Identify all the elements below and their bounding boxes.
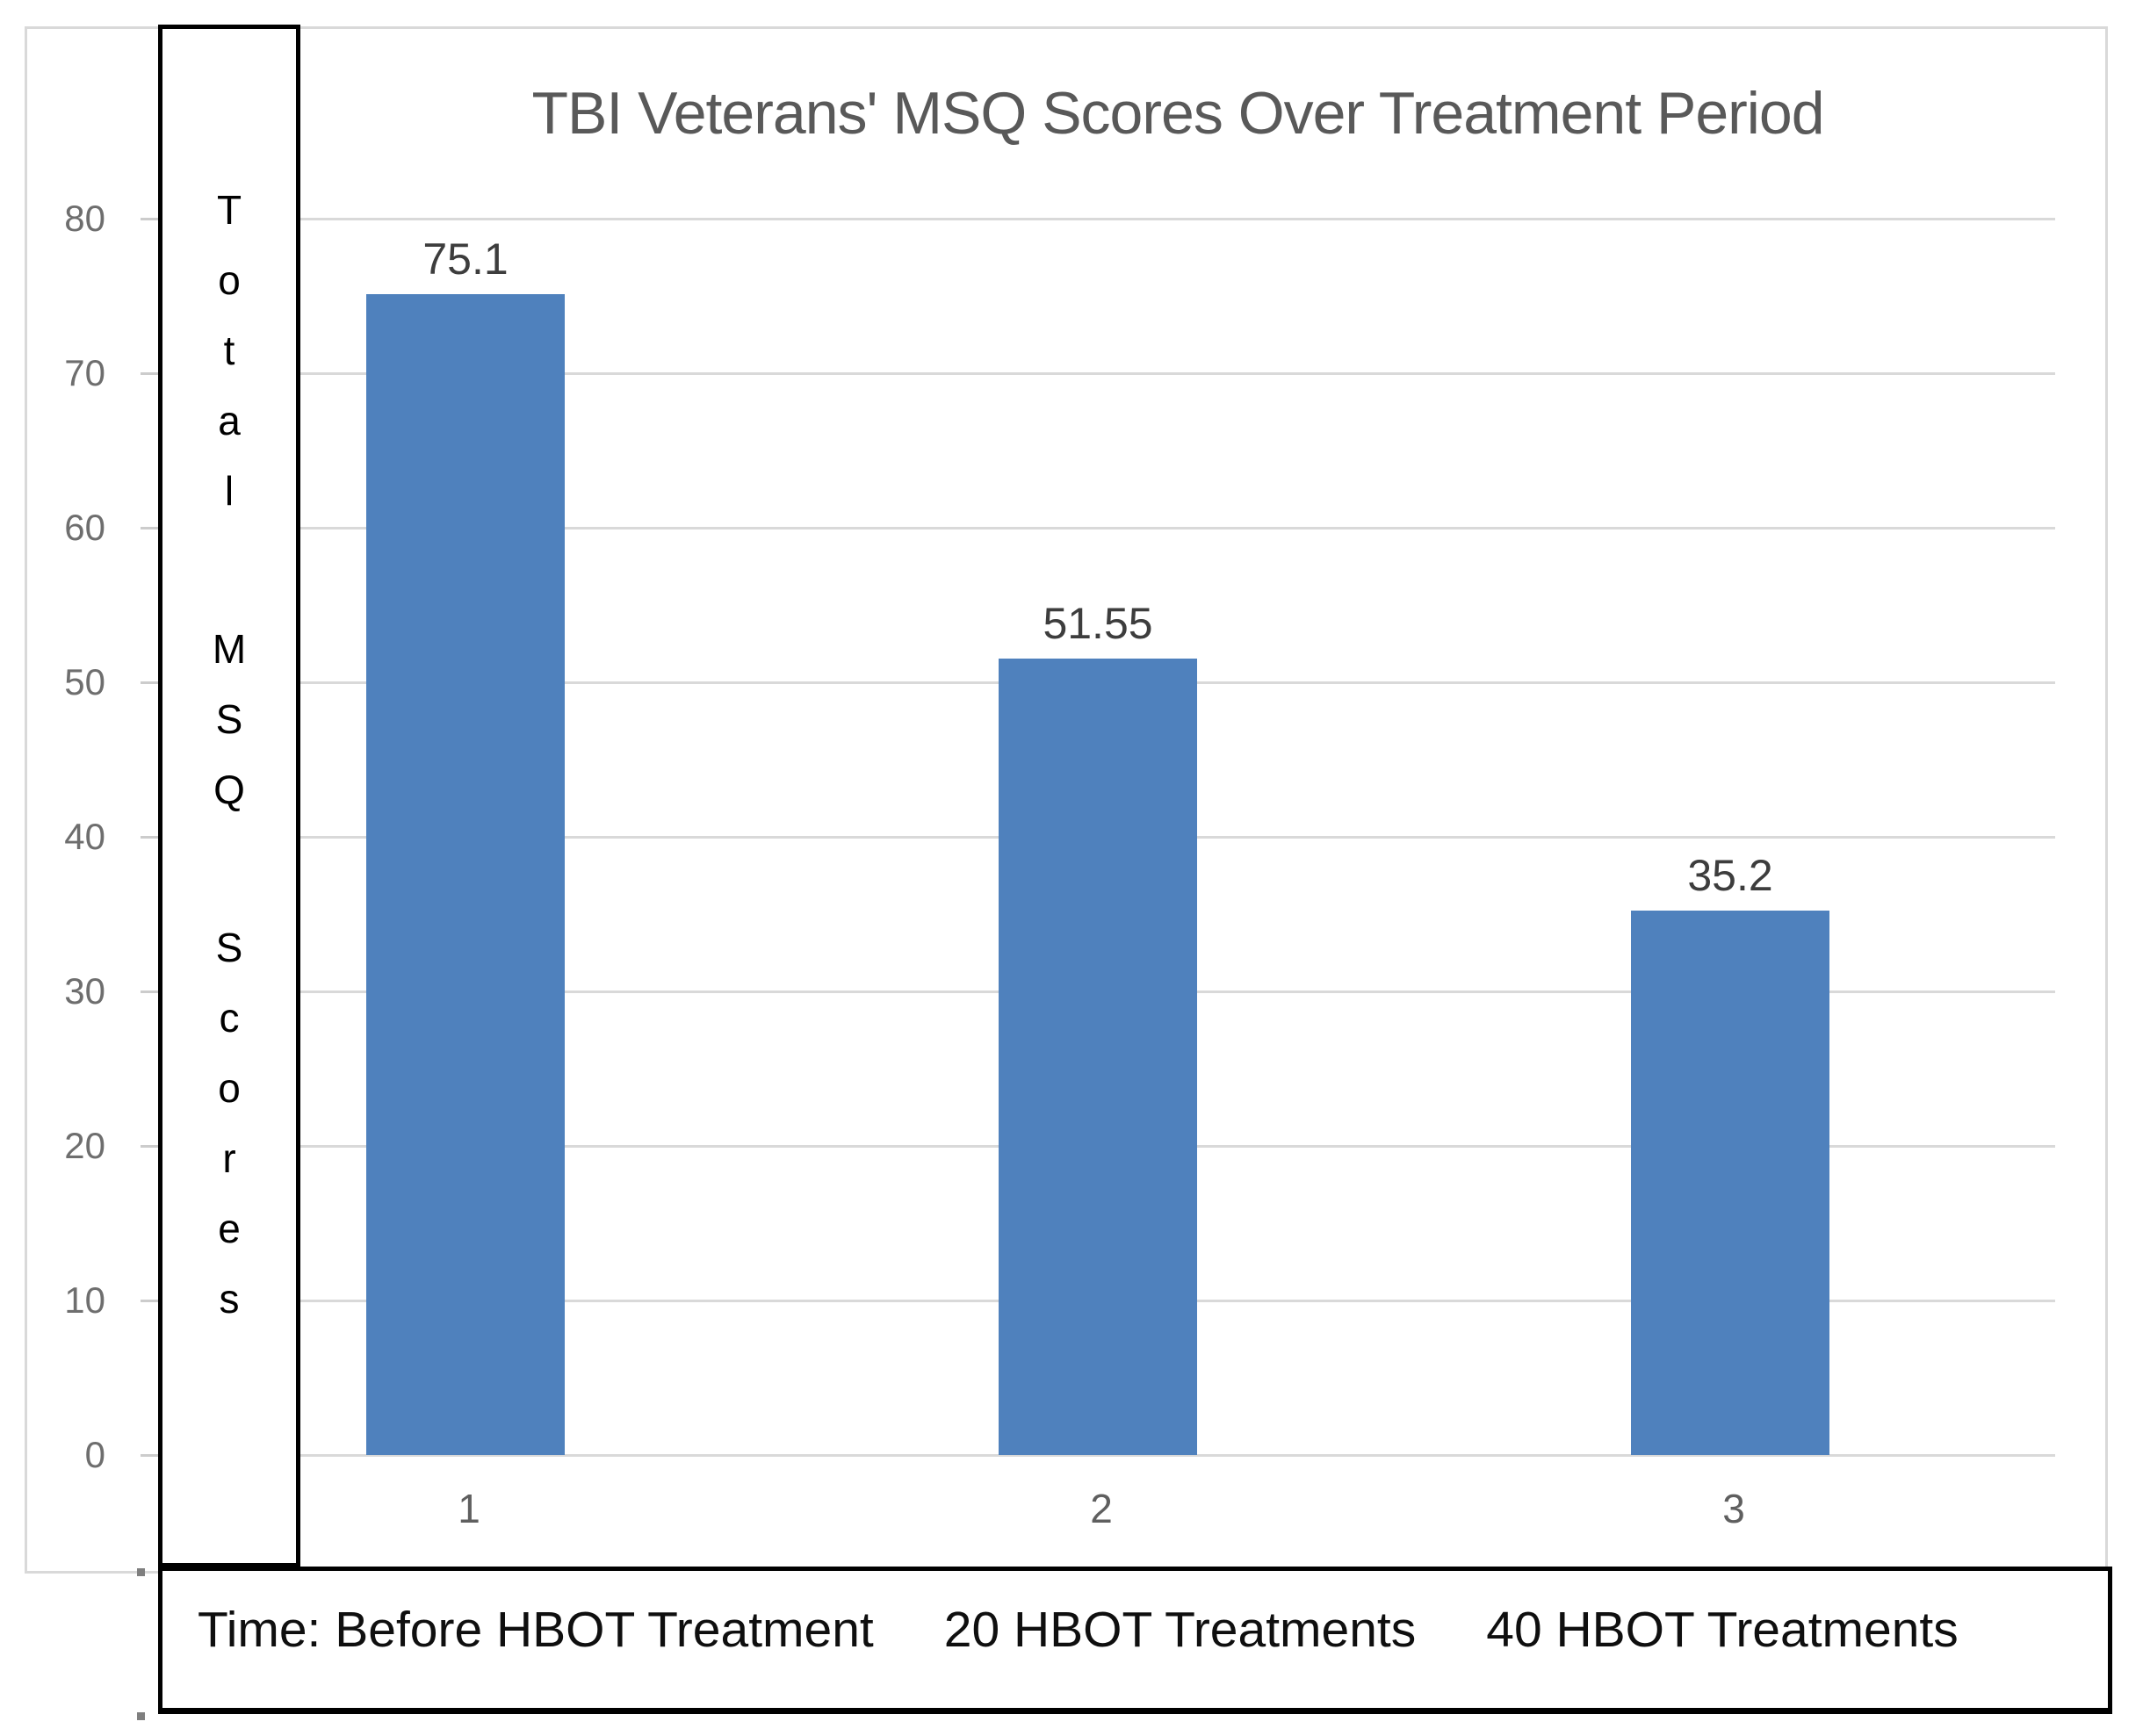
y-axis-title-char: o: [218, 257, 241, 303]
x-axis-category-label: 2: [1090, 1486, 1113, 1531]
y-axis-tick: [141, 1145, 158, 1148]
y-axis-title-char: M: [212, 626, 247, 672]
y-axis-tick: [141, 681, 158, 684]
y-axis-title-char: r: [222, 1135, 236, 1181]
gridline-y-80: [299, 218, 2055, 220]
bar-value-label: 35.2: [1687, 851, 1773, 901]
y-axis-tick-label: 80: [64, 198, 105, 239]
y-axis-title-char: Q: [213, 767, 245, 812]
x-axis-caption: Time: Before HBOT Treatment 20 HBOT Treat…: [198, 1603, 1959, 1657]
y-axis-tick-label: 60: [64, 507, 105, 548]
y-axis-tick-label: 50: [64, 661, 105, 702]
gridline-y-0: [299, 1454, 2055, 1457]
y-axis-title-char: a: [218, 398, 241, 443]
y-axis-title-char: e: [218, 1206, 241, 1251]
x-axis-category-label: 1: [458, 1486, 480, 1531]
bar-value-label: 51.55: [1043, 598, 1153, 648]
y-axis-tick-label: 70: [64, 352, 105, 393]
y-axis-tick: [141, 527, 158, 529]
y-axis-title-char: c: [219, 995, 240, 1041]
y-axis-tick: [141, 372, 158, 375]
x-axis-category-label: 3: [1722, 1486, 1745, 1531]
y-axis-tick-label: 30: [64, 970, 105, 1012]
gridline-y-70: [299, 372, 2055, 375]
x-axis-title-box: Time: Before HBOT Treatment 20 HBOT Treat…: [158, 1567, 2112, 1714]
y-axis-tick: [141, 218, 158, 220]
y-axis-tick: [141, 1300, 158, 1302]
y-axis-title-char: S: [215, 696, 243, 742]
x-axis-caption-segment-3: 40 HBOT Treatments: [1486, 1602, 1959, 1658]
y-axis-tick-label: 20: [64, 1125, 105, 1166]
scan-artifact-dot: [137, 1568, 145, 1576]
bar-category-1: [366, 294, 565, 1455]
y-axis-title-char: S: [215, 925, 243, 970]
x-axis-caption-segment-1: Time: Before HBOT Treatment: [198, 1602, 874, 1658]
y-axis-title-char: t: [223, 328, 235, 373]
x-axis-caption-segment-2: 20 HBOT Treatments: [943, 1602, 1417, 1658]
chart-title: TBI Veterans' MSQ Scores Over Treatment …: [531, 80, 1824, 147]
bar-value-label: 75.1: [422, 234, 509, 285]
y-axis-tick: [141, 1454, 158, 1457]
y-axis-tick: [141, 990, 158, 993]
bar-category-3: [1631, 911, 1829, 1455]
y-axis-title-char: o: [218, 1065, 241, 1111]
y-axis-title-char: T: [216, 187, 242, 233]
scan-artifact-dot: [137, 1712, 145, 1720]
y-axis-title-char: s: [219, 1276, 240, 1322]
y-axis-tick-label: 0: [84, 1434, 105, 1475]
bar-category-2: [999, 658, 1197, 1455]
y-axis-tick-label: 40: [64, 816, 105, 857]
y-axis-title-char: l: [224, 468, 235, 514]
y-axis-tick: [141, 836, 158, 839]
gridline-y-60: [299, 527, 2055, 529]
y-axis-tick-label: 10: [64, 1279, 105, 1321]
